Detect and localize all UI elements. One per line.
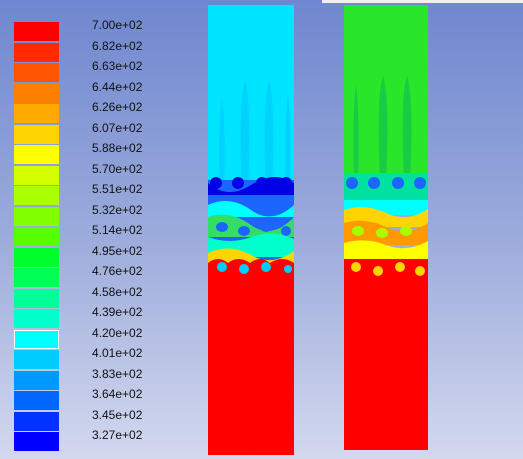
legend-swatch	[14, 206, 59, 226]
legend-swatch	[14, 268, 59, 287]
legend-label: 5.88e+02	[92, 141, 143, 155]
legend-label: 3.45e+02	[92, 407, 143, 422]
legend-label: 4.76e+02	[92, 264, 143, 278]
legend-label: 5.70e+02	[92, 161, 143, 176]
legend-label: 5.51e+02	[92, 182, 143, 196]
legend-swatch	[14, 63, 59, 82]
legend-swatch	[14, 247, 59, 267]
legend-label: 3.83e+02	[92, 366, 143, 381]
legend-label: 4.39e+02	[92, 305, 143, 319]
legend-label: 3.27e+02	[92, 428, 143, 442]
legend-label: 3.64e+02	[92, 387, 143, 401]
legend-label: 4.20e+02	[92, 325, 143, 340]
legend-label: 5.14e+02	[92, 223, 143, 237]
contour-plot-left	[208, 5, 294, 455]
legend-swatch	[14, 165, 59, 185]
legend-label: 6.26e+02	[92, 100, 143, 114]
legend-swatch	[14, 227, 59, 246]
legend-swatch	[14, 22, 59, 41]
legend-swatch	[14, 124, 59, 144]
legend-swatch	[14, 432, 59, 451]
legend-swatch	[14, 329, 59, 349]
window-edge-strip	[322, 0, 523, 3]
legend-label: 4.95e+02	[92, 243, 143, 258]
legend-label: 6.82e+02	[92, 38, 143, 53]
legend-label: 4.01e+02	[92, 346, 143, 360]
legend-label: 6.44e+02	[92, 79, 143, 94]
legend-swatch	[14, 145, 59, 164]
legend-label: 6.07e+02	[92, 120, 143, 135]
legend-swatch	[14, 391, 59, 410]
legend-swatch	[14, 411, 59, 431]
legend-label: 6.63e+02	[92, 59, 143, 73]
legend-swatch	[14, 309, 59, 328]
contour-plot-right	[344, 5, 428, 450]
legend-swatch	[14, 104, 59, 123]
legend-swatch	[14, 83, 59, 103]
legend-swatch	[14, 288, 59, 308]
legend-label: 5.32e+02	[92, 202, 143, 217]
legend-swatch	[14, 370, 59, 390]
legend-label: 7.00e+02	[92, 18, 143, 32]
legend-label: 4.58e+02	[92, 284, 143, 299]
legend-swatch	[14, 186, 59, 205]
legend-swatch	[14, 42, 59, 62]
legend-swatch	[14, 350, 59, 369]
